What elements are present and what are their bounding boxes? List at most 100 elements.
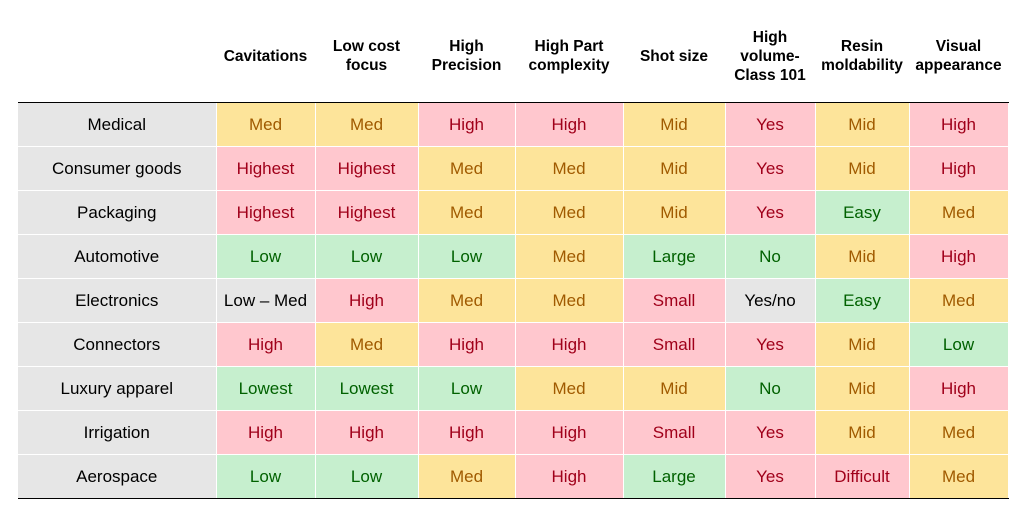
rating-cell: Yes/no (725, 278, 816, 323)
rating-cell: Med (418, 454, 516, 499)
rating-cell: High (216, 410, 316, 455)
rating-cell: Med (515, 366, 624, 411)
column-header: High Part complexity (515, 10, 623, 103)
table-row: Electronics Low – Med High Med Med Small Yes/n… (18, 278, 1009, 323)
rating-cell: Highest (216, 190, 316, 235)
corner-cell (18, 10, 216, 103)
column-header: Cavitations (216, 10, 315, 103)
row-header: Packaging (18, 190, 217, 235)
rating-cell: Low (418, 234, 516, 279)
rating-cell: Med (515, 234, 624, 279)
rating-cell: Yes (725, 102, 816, 147)
rating-cell: Med (515, 146, 624, 191)
rating-cell: High (909, 234, 1009, 279)
row-header: Consumer goods (18, 146, 217, 191)
rating-cell: Small (623, 322, 726, 367)
rating-cell: Low (216, 454, 316, 499)
rating-cell: Mid (815, 322, 910, 367)
header-row: Cavitations Low cost focus High Precision … (18, 10, 1008, 103)
rating-cell: Med (315, 102, 419, 147)
rating-cell: Lowest (216, 366, 316, 411)
rating-cell: No (725, 366, 816, 411)
rating-cell: Mid (623, 366, 726, 411)
rating-cell: Difficult (815, 454, 910, 499)
rating-cell: High (515, 454, 624, 499)
rating-cell: Mid (815, 234, 910, 279)
rating-cell: High (418, 102, 516, 147)
row-header: Luxury apparel (18, 366, 217, 411)
rating-cell: High (909, 366, 1009, 411)
rating-cell: High (515, 102, 624, 147)
rating-cell: Med (909, 454, 1009, 499)
rating-cell: Small (623, 410, 726, 455)
row-header: Connectors (18, 322, 217, 367)
industry-requirements-table: Cavitations Low cost focus High Precision … (18, 10, 1009, 499)
column-header: Visual appearance (909, 10, 1008, 103)
rating-cell: Low – Med (216, 278, 316, 323)
table-row: Aerospace Low Low Med High Large Yes Difficult M… (18, 454, 1009, 499)
rating-cell: Low (418, 366, 516, 411)
rating-cell: High (418, 410, 516, 455)
rating-cell: Med (418, 278, 516, 323)
rating-cell: Mid (623, 146, 726, 191)
rating-cell: High (418, 322, 516, 367)
rating-cell: Yes (725, 410, 816, 455)
rating-cell: Med (909, 410, 1009, 455)
rating-cell: Med (418, 190, 516, 235)
row-header: Irrigation (18, 410, 217, 455)
rating-cell: Easy (815, 278, 910, 323)
rating-cell: Highest (216, 146, 316, 191)
column-header: Resin moldability (815, 10, 909, 103)
rating-cell: Low (315, 234, 419, 279)
row-header: Automotive (18, 234, 217, 279)
table-row: Automotive Low Low Low Med Large No Mid High (18, 234, 1009, 279)
rating-cell: Low (216, 234, 316, 279)
rating-cell: Med (515, 190, 624, 235)
rating-cell: Med (515, 278, 624, 323)
table-row: Medical Med Med High High Mid Yes Mid High (18, 102, 1009, 147)
rating-cell: High (216, 322, 316, 367)
rating-cell: Mid (815, 146, 910, 191)
rating-cell: Yes (725, 146, 816, 191)
rating-cell: High (515, 322, 624, 367)
table-row: Connectors High Med High High Small Yes Mid Low (18, 322, 1009, 367)
rating-cell: Small (623, 278, 726, 323)
rating-cell: Easy (815, 190, 910, 235)
row-header: Medical (18, 102, 217, 147)
column-header: Low cost focus (315, 10, 418, 103)
table-row: Luxury apparel Lowest Lowest Low Med Mid No Mid… (18, 366, 1009, 411)
rating-cell: Highest (315, 190, 419, 235)
rating-cell: Large (623, 454, 726, 499)
rating-cell: Med (418, 146, 516, 191)
row-header: Electronics (18, 278, 217, 323)
table-row: Consumer goods Highest Highest Med Med Mid Yes… (18, 146, 1009, 191)
rating-cell: High (909, 102, 1009, 147)
rating-cell: Mid (815, 410, 910, 455)
rating-cell: Low (909, 322, 1009, 367)
rating-cell: Yes (725, 190, 816, 235)
table-row: Irrigation High High High High Small Yes Mid Med (18, 410, 1009, 455)
rating-cell: Med (216, 102, 316, 147)
rating-cell: Med (909, 278, 1009, 323)
rating-cell: Highest (315, 146, 419, 191)
rating-cell: Yes (725, 454, 816, 499)
rating-cell: High (909, 146, 1009, 191)
rating-cell: Mid (815, 102, 910, 147)
rating-cell: No (725, 234, 816, 279)
rating-cell: High (315, 410, 419, 455)
rating-cell: Med (909, 190, 1009, 235)
rating-cell: High (315, 278, 419, 323)
rating-cell: High (515, 410, 624, 455)
column-header: Shot size (623, 10, 725, 103)
rating-cell: Lowest (315, 366, 419, 411)
column-header: High volume- Class 101 (725, 10, 815, 103)
rating-cell: Mid (623, 102, 726, 147)
row-header: Aerospace (18, 454, 217, 499)
table-row: Packaging Highest Highest Med Med Mid Yes Easy M… (18, 190, 1009, 235)
column-header: High Precision (418, 10, 515, 103)
rating-cell: Mid (623, 190, 726, 235)
rating-cell: Mid (815, 366, 910, 411)
rating-cell: Med (315, 322, 419, 367)
table-body: Medical Med Med High High Mid Yes Mid High Consum… (18, 102, 1009, 499)
rating-cell: Yes (725, 322, 816, 367)
